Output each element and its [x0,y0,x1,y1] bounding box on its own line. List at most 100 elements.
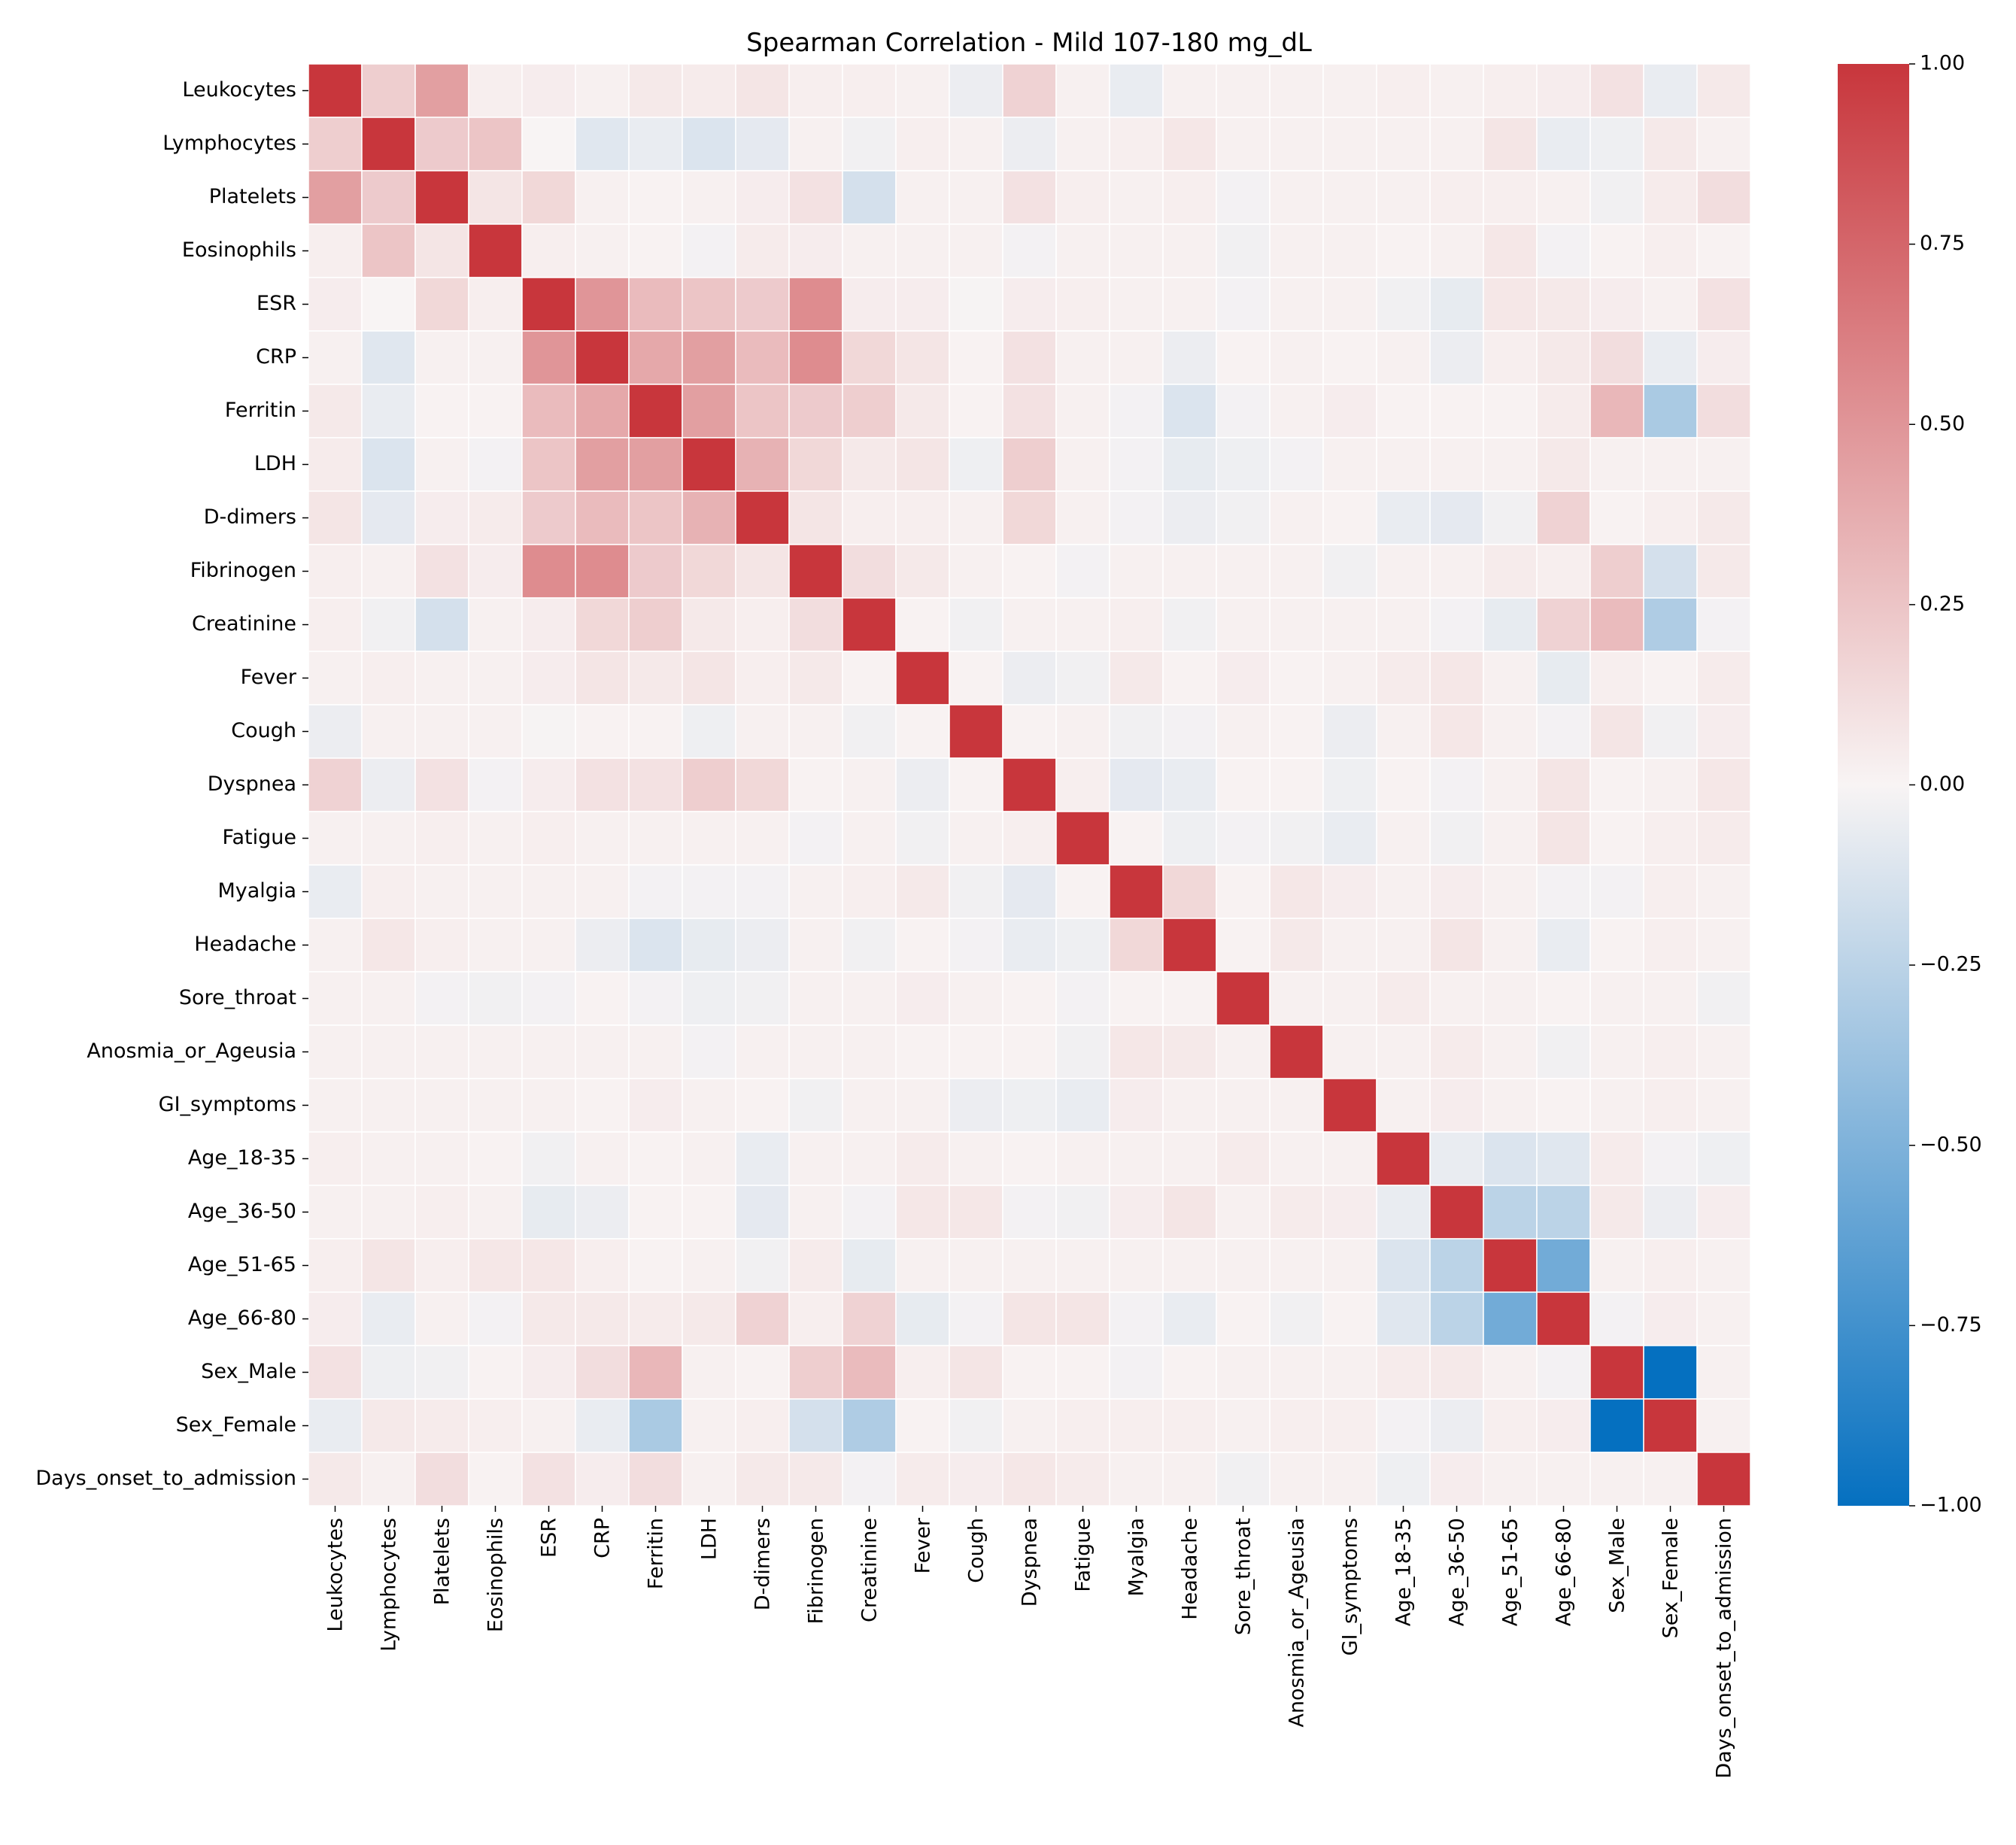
heatmap-cell-Cough-Leukocytes [308,704,363,759]
heatmap-cell-Days_onset_to_admission-Sex_Male [1589,1452,1644,1507]
heatmap-cell-Age_51-65-Leukocytes [308,1238,363,1293]
heatmap-cell-Ferritin-Cough [949,384,1003,438]
heatmap-cell-Fever-Leukocytes [308,651,363,706]
y-tick-label: Platelets [209,185,296,208]
x-tick-label: Dyspnea [1019,1518,1042,1607]
heatmap-cell-CRP-Lymphocytes [361,330,416,385]
heatmap-cell-LDH-D-dimers [735,437,790,492]
heatmap-cell-Myalgia-Fatigue [1055,864,1110,919]
heatmap-cell-Age_51-65-Cough [949,1238,1003,1293]
heatmap-cell-Lymphocytes-Platelets [414,117,469,171]
heatmap-cell-D-dimers-Dyspnea [1002,490,1057,545]
heatmap-cell-Dyspnea-Age_66-80 [1536,757,1591,812]
heatmap-cell-CRP-Headache [1162,330,1217,385]
heatmap-cell-CRP-Sex_Female [1643,330,1698,385]
heatmap-cell-Headache-Anosmia_or_Ageusia [1269,918,1324,973]
heatmap-cell-Fatigue-Platelets [414,811,469,866]
heatmap-cell-Fatigue-ESR [521,811,576,866]
heatmap-cell-Platelets-Sex_Male [1589,170,1644,225]
heatmap-cell-Fibrinogen-Sex_Male [1589,544,1644,599]
heatmap-cell-Eosinophils-D-dimers [735,223,790,278]
heatmap-cell-Headache-CRP [575,918,630,973]
heatmap-cell-Age_36-50-Age_51-65 [1483,1185,1538,1240]
heatmap-cell-Days_onset_to_admission-Eosinophils [468,1452,523,1507]
heatmap-cell-Fatigue-LDH [682,811,736,866]
heatmap-cell-Myalgia-Creatinine [842,864,897,919]
heatmap-cell-Age_18-35-Fatigue [1055,1131,1110,1186]
heatmap-cell-Age_51-65-Age_36-50 [1429,1238,1484,1293]
x-tick-label: Sore_throat [1232,1518,1255,1635]
heatmap-cell-Age_18-35-Platelets [414,1131,469,1186]
heatmap-cell-Sex_Male-D-dimers [735,1345,790,1400]
heatmap-cell-Fatigue-Eosinophils [468,811,523,866]
heatmap-cell-Platelets-Leukocytes [308,170,363,225]
heatmap-cell-Age_36-50-Ferritin [628,1185,683,1240]
heatmap-cell-Sex_Male-Age_51-65 [1483,1345,1538,1400]
heatmap-cell-D-dimers-Ferritin [628,490,683,545]
heatmap-cell-Anosmia_or_Ageusia-Anosmia_or_Ageusia [1269,1024,1324,1079]
y-tick-label: D-dimers [204,505,296,529]
heatmap-cell-Platelets-ESR [521,170,576,225]
heatmap-cell-Lymphocytes-Sex_Female [1643,117,1698,171]
heatmap-cell-LDH-Cough [949,437,1003,492]
heatmap-cell-Creatinine-Age_18-35 [1376,597,1431,652]
heatmap-cell-Creatinine-ESR [521,597,576,652]
heatmap-cell-Leukocytes-Cough [949,63,1003,118]
heatmap-cell-Days_onset_to_admission-Age_36-50 [1429,1452,1484,1507]
heatmap-cell-Sore_throat-Fibrinogen [788,971,843,1026]
heatmap-cell-Ferritin-Fever [895,384,950,438]
heatmap-cell-Ferritin-Ferritin [628,384,683,438]
heatmap-cell-Headache-GI_symptoms [1322,918,1377,973]
heatmap-cell-Fatigue-Creatinine [842,811,897,866]
heatmap-cell-Eosinophils-Lymphocytes [361,223,416,278]
heatmap-cell-Sex_Female-Fatigue [1055,1398,1110,1453]
heatmap-cell-Lymphocytes-GI_symptoms [1322,117,1377,171]
heatmap-cell-Headache-Leukocytes [308,918,363,973]
heatmap-cell-Sex_Male-Days_onset_to_admission [1696,1345,1751,1400]
heatmap-cell-Creatinine-Dyspnea [1002,597,1057,652]
heatmap-cell-Sex_Female-Age_51-65 [1483,1398,1538,1453]
heatmap-cell-Ferritin-Lymphocytes [361,384,416,438]
heatmap-cell-Creatinine-Sex_Male [1589,597,1644,652]
heatmap-cell-Sex_Male-Sex_Female [1643,1345,1698,1400]
heatmap-cell-Sex_Male-Platelets [414,1345,469,1400]
heatmap-cell-ESR-Ferritin [628,277,683,332]
colorbar-tick-label: 0.75 [1920,232,1965,255]
heatmap-cell-Myalgia-Age_18-35 [1376,864,1431,919]
heatmap-cell-Sex_Male-Creatinine [842,1345,897,1400]
heatmap-cell-Sex_Female-Age_18-35 [1376,1398,1431,1453]
heatmap-cell-Age_18-35-Leukocytes [308,1131,363,1186]
heatmap-cell-Age_66-80-Age_51-65 [1483,1291,1538,1346]
heatmap-cell-Sore_throat-Platelets [414,971,469,1026]
y-tick-label: Ferritin [225,399,296,422]
heatmap-cell-Fibrinogen-Sex_Female [1643,544,1698,599]
heatmap-cell-Age_36-50-Fibrinogen [788,1185,843,1240]
heatmap-cell-Age_66-80-Fibrinogen [788,1291,843,1346]
x-tick-label: Platelets [431,1518,454,1605]
heatmap-cell-Leukocytes-CRP [575,63,630,118]
heatmap-cell-Creatinine-Lymphocytes [361,597,416,652]
heatmap-cell-GI_symptoms-Fatigue [1055,1078,1110,1133]
heatmap-cell-Sex_Female-Ferritin [628,1398,683,1453]
heatmap-cell-Lymphocytes-Age_36-50 [1429,117,1484,171]
heatmap-cell-Sex_Female-Days_onset_to_admission [1696,1398,1751,1453]
x-tick-label: Creatinine [858,1518,882,1622]
heatmap-cell-Fatigue-Myalgia [1109,811,1164,866]
heatmap-cell-Fibrinogen-LDH [682,544,736,599]
heatmap-cell-Myalgia-Ferritin [628,864,683,919]
heatmap-cell-GI_symptoms-Age_51-65 [1483,1078,1538,1133]
heatmap-cell-CRP-D-dimers [735,330,790,385]
heatmap-cell-Cough-Anosmia_or_Ageusia [1269,704,1324,759]
x-tick-label: Days_onset_to_admission [1713,1518,1736,1779]
heatmap-cell-Leukocytes-ESR [521,63,576,118]
heatmap-cell-LDH-Age_51-65 [1483,437,1538,492]
heatmap-cell-Leukocytes-Age_51-65 [1483,63,1538,118]
heatmap-cell-Age_18-35-LDH [682,1131,736,1186]
heatmap-cell-Sore_throat-CRP [575,971,630,1026]
heatmap-cell-Sex_Female-Sex_Female [1643,1398,1698,1453]
heatmap-cell-Anosmia_or_Ageusia-Age_66-80 [1536,1024,1591,1079]
heatmap-cell-LDH-Sore_throat [1216,437,1271,492]
heatmap-cell-Platelets-Age_18-35 [1376,170,1431,225]
heatmap-cell-Age_18-35-Dyspnea [1002,1131,1057,1186]
heatmap-cell-Sex_Female-Creatinine [842,1398,897,1453]
